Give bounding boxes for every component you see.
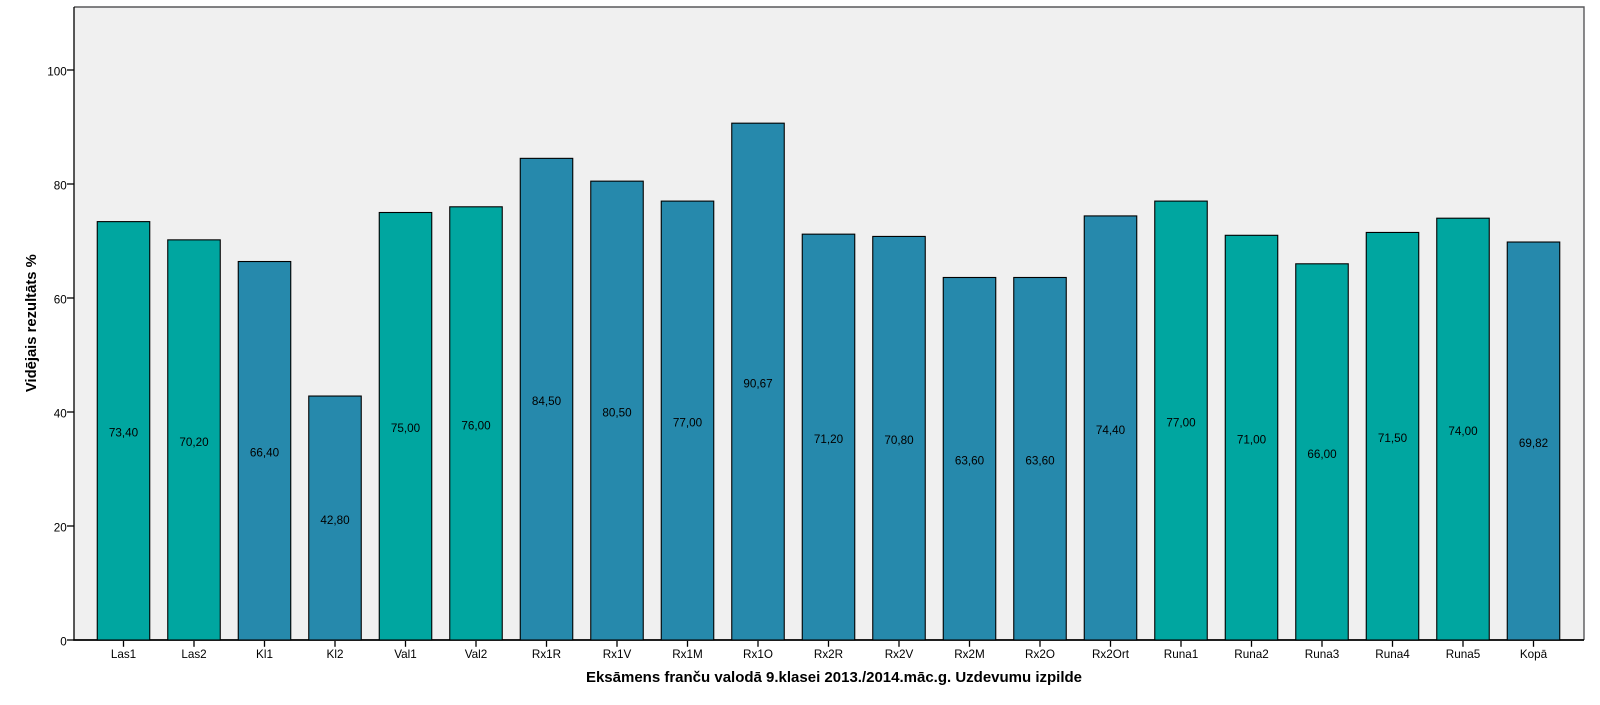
svg-text:100: 100: [47, 66, 67, 79]
svg-text:Las1: Las1: [111, 648, 136, 661]
svg-text:42,80: 42,80: [320, 514, 350, 527]
svg-text:Vidējais rezultāts %: Vidējais rezultāts %: [24, 254, 40, 392]
svg-text:Rx1R: Rx1R: [532, 648, 561, 661]
svg-text:Runa2: Runa2: [1234, 648, 1268, 661]
svg-text:Rx2V: Rx2V: [885, 648, 914, 661]
svg-text:66,00: 66,00: [1307, 448, 1337, 461]
svg-text:71,00: 71,00: [1237, 434, 1267, 447]
svg-text:71,50: 71,50: [1378, 432, 1408, 445]
svg-text:Kl2: Kl2: [327, 648, 344, 661]
svg-text:40: 40: [54, 408, 68, 421]
svg-text:63,60: 63,60: [955, 455, 985, 468]
svg-text:Rx2M: Rx2M: [954, 648, 985, 661]
svg-text:60: 60: [54, 294, 68, 307]
svg-text:63,60: 63,60: [1025, 455, 1055, 468]
svg-text:Rx2R: Rx2R: [814, 648, 843, 661]
svg-text:71,20: 71,20: [814, 433, 844, 446]
svg-text:20: 20: [54, 522, 68, 535]
svg-text:Val1: Val1: [394, 648, 417, 661]
svg-text:Runa4: Runa4: [1375, 648, 1410, 661]
svg-text:80,50: 80,50: [602, 406, 632, 419]
svg-text:80: 80: [54, 180, 68, 193]
svg-text:Runa3: Runa3: [1305, 648, 1339, 661]
svg-text:74,40: 74,40: [1096, 424, 1126, 437]
svg-text:Kopā: Kopā: [1520, 648, 1548, 661]
svg-text:Runa1: Runa1: [1164, 648, 1198, 661]
svg-text:76,00: 76,00: [461, 419, 491, 432]
svg-text:0: 0: [60, 636, 67, 649]
svg-text:Rx1M: Rx1M: [672, 648, 703, 661]
svg-text:70,80: 70,80: [884, 434, 914, 447]
svg-text:Runa5: Runa5: [1446, 648, 1481, 661]
svg-text:Eksāmens franču valodā 9.klase: Eksāmens franču valodā 9.klasei 2013./20…: [586, 669, 1082, 686]
svg-text:69,82: 69,82: [1519, 437, 1548, 450]
svg-text:77,00: 77,00: [673, 416, 703, 429]
svg-text:75,00: 75,00: [391, 422, 421, 435]
svg-text:Kl1: Kl1: [256, 648, 273, 661]
svg-text:Val2: Val2: [465, 648, 488, 661]
svg-text:77,00: 77,00: [1166, 416, 1196, 429]
svg-text:73,40: 73,40: [109, 427, 139, 440]
svg-text:Rx1V: Rx1V: [603, 648, 632, 661]
svg-text:90,67: 90,67: [743, 377, 772, 390]
svg-text:84,50: 84,50: [532, 395, 562, 408]
svg-text:70,20: 70,20: [179, 436, 209, 449]
svg-text:Las2: Las2: [181, 648, 206, 661]
svg-text:Rx2O: Rx2O: [1025, 648, 1055, 661]
svg-text:66,40: 66,40: [250, 447, 280, 460]
svg-text:Rx2Ort: Rx2Ort: [1092, 648, 1130, 661]
svg-text:74,00: 74,00: [1448, 425, 1478, 438]
svg-text:Rx1O: Rx1O: [743, 648, 773, 661]
